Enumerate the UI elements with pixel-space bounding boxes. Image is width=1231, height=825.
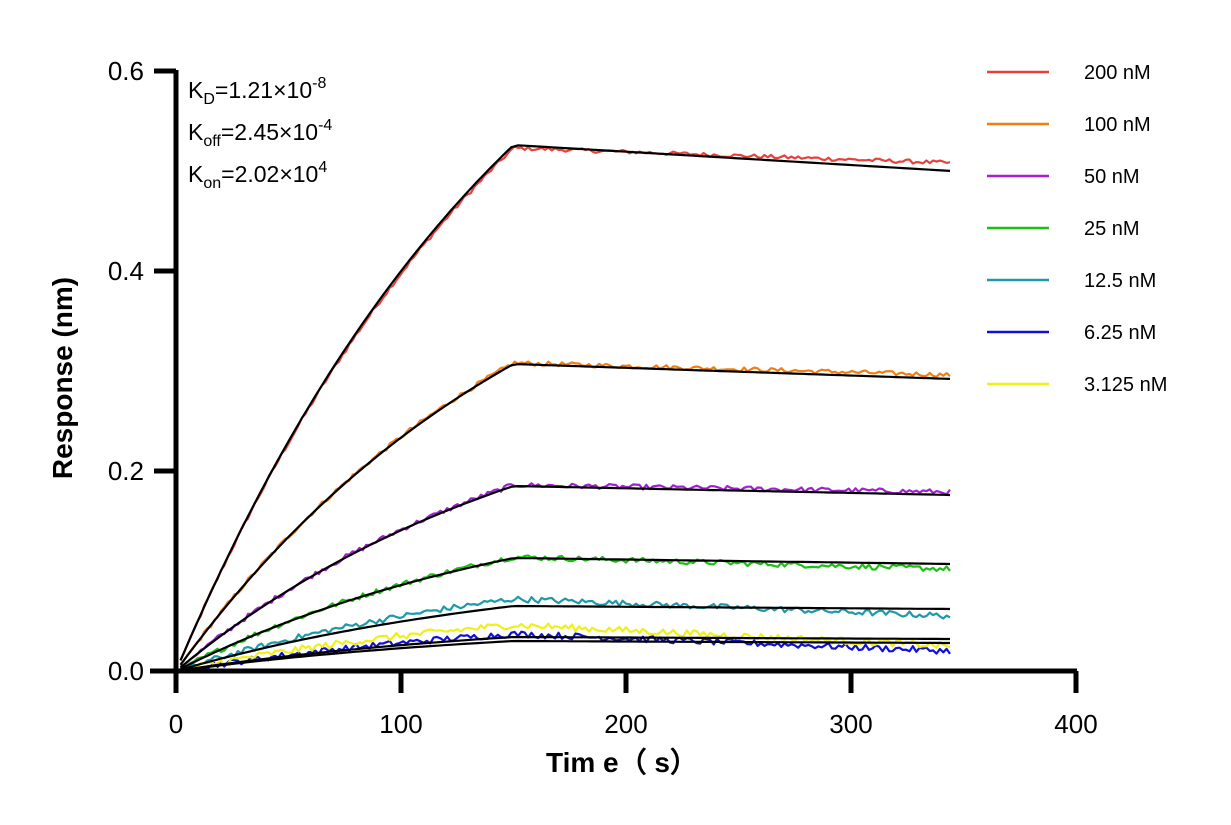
kon-annotation: Kon=2.02×104 [188, 159, 327, 192]
x-ticks: 0 100 200 300 400 [169, 671, 1098, 739]
fit-12-5-nM [180, 604, 951, 671]
legend: 200 nM 100 nM 50 nM 25 nM 12.5 nM 6.25 nM 3.12… [987, 62, 1167, 396]
legend-label: 200 nM [1084, 62, 1151, 84]
legend-label: 100 nM [1084, 114, 1151, 136]
legend-label: 25 nM [1084, 218, 1140, 240]
kinetics-annotations: KD=1.21×10-8 Koff=2.45×10-4 Kon=2.02×104 [188, 75, 332, 192]
fit-25-nM [180, 556, 951, 670]
kd-exp: -8 [312, 75, 326, 92]
legend-label: 50 nM [1084, 166, 1140, 188]
koff-base: K [188, 119, 204, 145]
koff-value: =2.45×10 [221, 119, 318, 145]
trace-6-25-nM [180, 630, 951, 672]
y-tick-label: 0.2 [108, 456, 144, 486]
fit-6-25-nM [180, 635, 950, 672]
kon-sub: on [203, 175, 221, 192]
legend-label: 12.5 nM [1084, 270, 1156, 292]
fit-50-nM [179, 484, 951, 669]
y-axis: 0.0 0.2 0.4 0.6 [108, 56, 179, 686]
legend-label: 3.125 nM [1084, 374, 1167, 396]
x-axis-title: Tim e（ s） [546, 746, 698, 778]
x-tick-label: 0 [169, 709, 183, 739]
kon-exp: 4 [318, 159, 327, 176]
x-tick-label: 200 [604, 709, 647, 739]
fit-200-nM [179, 144, 951, 661]
x-tick-label: 100 [379, 709, 422, 739]
kd-annotation: KD=1.21×10-8 [188, 75, 326, 108]
data-layer [179, 145, 951, 672]
koff-sub: off [203, 133, 221, 150]
x-axis: 0 100 200 300 400 [150, 668, 1098, 739]
trace-200-nM [179, 145, 951, 661]
fit-layer [179, 144, 951, 672]
y-ticks: 0.0 0.2 0.4 0.6 [108, 56, 176, 686]
y-axis-title: Response (nm) [47, 277, 78, 479]
koff-annotation: Koff=2.45×10-4 [188, 117, 332, 150]
kd-value: =1.21×10 [215, 77, 312, 103]
fit-3-125-nM [180, 639, 950, 672]
kon-value: =2.02×10 [221, 161, 318, 187]
kd-base: K [188, 77, 204, 103]
x-tick-label: 300 [829, 709, 872, 739]
x-tick-label: 400 [1054, 709, 1097, 739]
y-tick-label: 0.4 [108, 256, 144, 286]
legend-label: 6.25 nM [1084, 322, 1156, 344]
kon-base: K [188, 161, 204, 187]
kd-sub: D [203, 91, 215, 108]
trace-3-125-nM [180, 622, 951, 671]
y-tick-label: 0.6 [108, 56, 144, 86]
fit-100-nM [179, 363, 951, 666]
y-tick-label: 0.0 [108, 656, 144, 686]
koff-exp: -4 [318, 117, 332, 134]
